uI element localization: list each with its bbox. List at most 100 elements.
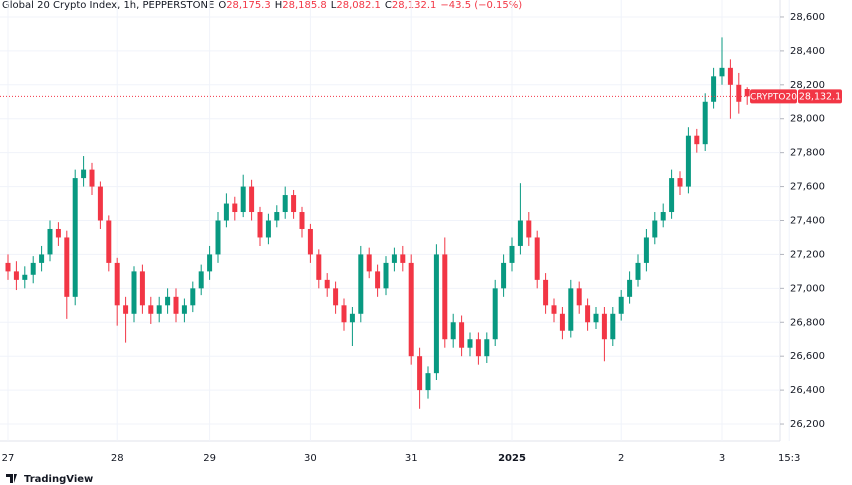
candle-body bbox=[711, 76, 717, 102]
candle-body bbox=[114, 262, 120, 306]
candle-body bbox=[265, 220, 271, 238]
candle-body bbox=[165, 296, 171, 306]
ohlc-key: H bbox=[275, 0, 283, 11]
candle-body bbox=[669, 178, 675, 213]
candle-body bbox=[291, 195, 297, 213]
candle-body bbox=[517, 220, 523, 246]
candle-body bbox=[198, 271, 204, 289]
candle-body bbox=[324, 279, 330, 289]
candle-body bbox=[559, 313, 565, 331]
candle-body bbox=[400, 254, 406, 263]
candle-body bbox=[736, 84, 742, 102]
candle-body bbox=[660, 212, 666, 221]
candle-body bbox=[484, 339, 490, 357]
candle-body bbox=[39, 254, 45, 263]
ohlc-value: 28,175.3 bbox=[226, 0, 271, 11]
candle-body bbox=[551, 305, 557, 314]
x-tick-label: 31 bbox=[405, 453, 418, 464]
y-tick-label: 28,400 bbox=[790, 46, 825, 57]
candle-body bbox=[467, 339, 473, 348]
ohlc-key: C bbox=[385, 0, 392, 11]
candle-body bbox=[72, 178, 78, 297]
y-tick-label: 27,800 bbox=[790, 148, 825, 159]
candle-body bbox=[316, 254, 322, 280]
candle-body bbox=[123, 305, 129, 314]
candle-body bbox=[223, 203, 229, 221]
candle-body bbox=[240, 186, 246, 213]
candle-body bbox=[475, 339, 481, 357]
candle-body bbox=[13, 271, 19, 280]
candle-body bbox=[509, 245, 515, 263]
candle-body bbox=[282, 195, 288, 213]
candle-body bbox=[744, 88, 750, 97]
candle-body bbox=[181, 305, 187, 314]
candle-body bbox=[727, 67, 733, 85]
candle-body bbox=[459, 322, 465, 348]
y-tick-label: 26,200 bbox=[790, 419, 825, 430]
candle-body bbox=[501, 262, 507, 289]
candle-body bbox=[97, 186, 103, 221]
candle-body bbox=[534, 237, 540, 280]
price-label: 28,132.1 bbox=[799, 91, 841, 102]
candle-body bbox=[618, 296, 624, 314]
y-tick-label: 27,600 bbox=[790, 182, 825, 193]
candle-body bbox=[333, 288, 339, 306]
ohlc-key: L bbox=[331, 0, 337, 11]
ohlc-value: 28,132.1 bbox=[392, 0, 437, 11]
y-tick-label: 26,600 bbox=[790, 351, 825, 362]
brand-name: TradingView bbox=[24, 474, 93, 485]
candle-body bbox=[366, 254, 372, 272]
y-tick-label: 26,800 bbox=[790, 317, 825, 328]
y-tick-label: 26,400 bbox=[790, 385, 825, 396]
price-label-box bbox=[798, 89, 842, 104]
candle-body bbox=[249, 186, 255, 213]
price-name: CRYPTO20 bbox=[750, 92, 797, 102]
candle-body bbox=[383, 262, 389, 289]
candle-body bbox=[106, 220, 112, 263]
candle-body bbox=[450, 322, 456, 340]
candle-body bbox=[139, 271, 145, 306]
candle-body bbox=[585, 305, 591, 323]
candle-body bbox=[64, 237, 70, 297]
candle-body bbox=[257, 212, 263, 238]
candle-body bbox=[492, 288, 498, 340]
candle-body bbox=[543, 279, 549, 306]
candle-body bbox=[89, 169, 95, 187]
brand-logo: TradingView bbox=[6, 474, 93, 485]
candle-body bbox=[307, 228, 313, 255]
candle-body bbox=[358, 254, 364, 314]
candle-body bbox=[81, 169, 87, 179]
x-tick-label: 29 bbox=[203, 453, 216, 464]
candle-body bbox=[375, 271, 381, 289]
x-tick-label: 2025 bbox=[498, 453, 526, 464]
candle-body bbox=[274, 212, 280, 221]
x-tick-label: 2 bbox=[618, 453, 624, 464]
candle-body bbox=[299, 212, 305, 229]
candle-body bbox=[341, 305, 347, 323]
y-tick-label: 27,200 bbox=[790, 249, 825, 260]
header: Global 20 Crypto Index, 1h, PEPPERSTONE O… bbox=[2, 0, 522, 11]
chart-title: Global 20 Crypto Index, 1h, PEPPERSTONE bbox=[2, 0, 214, 11]
price-name-box bbox=[750, 89, 797, 104]
ohlc-value: 28,185.8 bbox=[282, 0, 327, 11]
candle-body bbox=[391, 254, 397, 263]
candle-body bbox=[425, 373, 431, 391]
y-tick-label: 28,600 bbox=[790, 12, 825, 23]
ohlc-key: O bbox=[218, 0, 226, 11]
x-tick-label: 27 bbox=[2, 453, 15, 464]
change: −43.5 (−0.15%) bbox=[440, 0, 522, 11]
candle-body bbox=[635, 262, 641, 280]
candle-body bbox=[593, 313, 599, 323]
candle-body bbox=[47, 228, 53, 255]
x-tick-label: 15:3 bbox=[778, 453, 800, 464]
candle-body bbox=[702, 101, 708, 145]
candle-body bbox=[685, 135, 691, 187]
candle-body bbox=[156, 305, 162, 314]
candle-body bbox=[610, 313, 616, 340]
candle-body bbox=[148, 305, 154, 314]
candle-body bbox=[215, 220, 221, 255]
candle-body bbox=[652, 220, 658, 238]
candle-body bbox=[349, 313, 355, 323]
